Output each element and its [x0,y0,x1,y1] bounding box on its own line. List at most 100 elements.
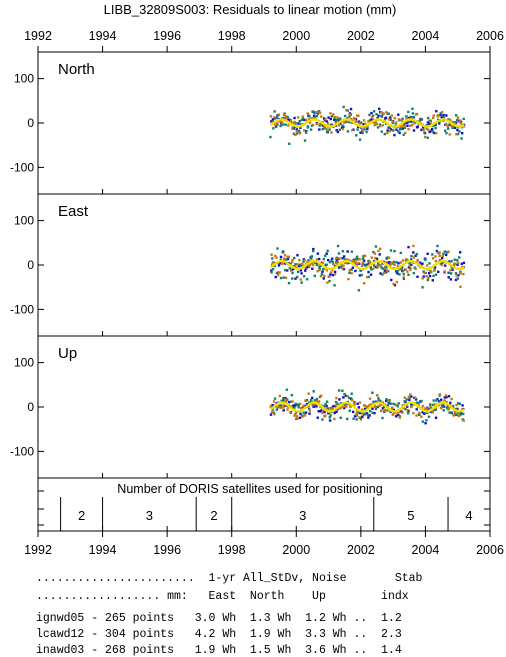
data-point-ignwd05 [312,114,316,117]
data-point-lcawd12 [354,257,357,261]
data-point-inawd03 [307,264,311,267]
data-point-inawd03 [406,270,409,273]
data-point-inawd03 [455,403,458,407]
data-point-lcawd12 [304,131,308,134]
data-point-inawd03 [420,415,423,418]
data-point-lcawd12 [402,133,405,136]
data-point-inawd03 [332,113,335,116]
data-point-lcawd12 [315,114,319,118]
data-point-lcawd12 [453,258,456,261]
data-point-lcawd12 [439,259,442,262]
data-point-lcawd12 [370,268,373,271]
data-point-inawd03 [399,125,402,128]
data-point-lcawd12 [299,264,303,268]
data-point-inawd03 [362,282,366,285]
data-point-inawd03 [362,119,366,122]
data-point-inawd03 [388,130,392,133]
data-point-lcawd12 [291,271,294,275]
data-point-lcawd12 [315,263,319,267]
data-point-inawd03 [404,268,407,271]
data-point-inawd03 [451,120,454,124]
data-point-lcawd12 [408,262,411,265]
data-point-inawd03 [364,122,367,125]
data-point-lcawd12 [313,399,317,402]
data-point-lcawd12 [318,266,321,269]
data-point-ignwd05 [377,114,380,117]
satellite-panel: Number of DORIS satellites used for posi… [37,477,491,532]
data-point-lcawd12 [288,142,291,145]
satellite-count: 5 [407,508,414,523]
data-point-ignwd05 [397,413,400,417]
data-point-lcawd12 [360,273,363,277]
data-point-ignwd05 [396,272,399,275]
data-point-lcawd12 [355,255,359,258]
data-point-ignwd05 [330,257,334,260]
data-point-ignwd05 [422,126,425,129]
data-point-inawd03 [405,117,408,121]
data-point-lcawd12 [338,128,342,131]
data-point-inawd03 [270,411,274,414]
data-point-inawd03 [438,254,441,258]
data-point-inawd03 [410,123,414,127]
data-point-inawd03 [304,399,307,402]
data-point-inawd03 [453,122,457,125]
data-point-inawd03 [339,407,342,410]
data-point-ignwd05 [337,266,341,269]
data-point-inawd03 [291,121,295,125]
data-point-lcawd12 [389,402,392,405]
data-point-lcawd12 [446,406,449,409]
data-point-ignwd05 [303,404,306,408]
data-point-lcawd12 [334,400,338,404]
data-point-inawd03 [353,118,357,121]
data-point-lcawd12 [328,416,331,419]
data-point-lcawd12 [389,249,393,252]
data-point-inawd03 [295,129,298,133]
data-point-inawd03 [433,403,436,406]
data-point-ignwd05 [443,264,447,267]
data-point-ignwd05 [406,121,409,124]
data-point-lcawd12 [425,419,428,422]
data-point-lcawd12 [315,397,319,401]
data-point-lcawd12 [272,127,275,130]
data-point-lcawd12 [348,396,351,400]
data-point-lcawd12 [459,270,462,274]
data-point-lcawd12 [344,120,348,124]
data-point-lcawd12 [428,262,431,265]
data-point-ignwd05 [441,256,444,260]
data-point-lcawd12 [279,404,282,407]
data-point-lcawd12 [298,263,302,266]
data-point-lcawd12 [421,420,425,423]
panel-label: Up [58,345,77,362]
data-point-lcawd12 [389,118,392,121]
data-point-inawd03 [408,393,412,396]
table-row-ignwd05: ignwd05 - 265 points 3.0 Wh 1.3 Wh 1.2 W… [36,612,402,625]
data-point-inawd03 [376,264,379,267]
data-point-inawd03 [423,135,427,139]
data-point-ignwd05 [269,413,273,416]
data-point-ignwd05 [316,416,319,419]
data-point-inawd03 [326,281,329,284]
data-point-ignwd05 [422,275,425,278]
data-point-inawd03 [320,115,323,118]
data-point-lcawd12 [422,270,425,273]
data-point-ignwd05 [271,118,275,121]
data-point-ignwd05 [427,271,431,275]
data-point-lcawd12 [291,277,294,280]
data-point-inawd03 [368,261,372,265]
data-point-inawd03 [385,409,388,412]
data-point-lcawd12 [279,258,282,261]
data-point-inawd03 [373,123,376,127]
data-point-inawd03 [294,133,297,137]
data-point-ignwd05 [379,272,382,275]
data-point-ignwd05 [445,395,448,399]
data-point-inawd03 [421,277,424,280]
data-point-inawd03 [379,264,382,267]
data-point-ignwd05 [358,411,362,415]
data-point-lcawd12 [441,405,445,408]
data-point-inawd03 [278,271,281,274]
data-point-lcawd12 [448,411,451,414]
data-point-inawd03 [301,415,304,418]
data-point-lcawd12 [455,413,458,417]
data-point-inawd03 [347,277,350,281]
data-point-inawd03 [422,128,425,132]
